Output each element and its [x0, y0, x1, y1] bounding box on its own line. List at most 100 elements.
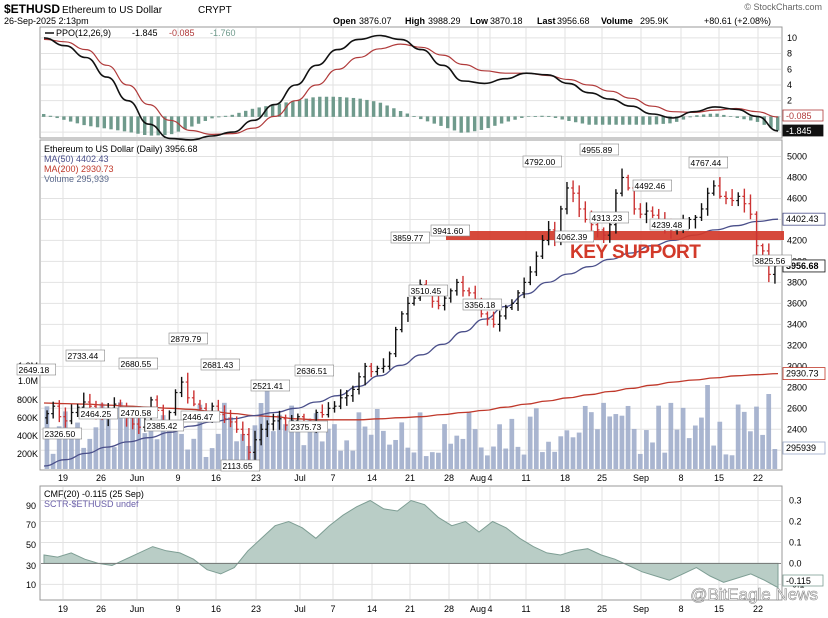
volume-bar	[118, 402, 123, 469]
ppo-histogram-bar	[304, 98, 309, 117]
ppo-histogram-bar	[506, 116, 511, 122]
price-annotation: 2464.25	[81, 409, 112, 419]
price-y-tick-label: 4800	[787, 172, 807, 182]
ppo-histogram-bar	[432, 116, 436, 124]
cmf-legend-sctr: SCTR-$ETHUSD undef	[44, 499, 139, 509]
volume-bar	[362, 426, 368, 469]
volume-bar	[99, 403, 105, 469]
ppo-histogram-bar	[567, 116, 571, 121]
cmf-panel-frame	[39, 485, 783, 601]
ppo-histogram-bar	[446, 116, 450, 129]
volume-bar	[613, 414, 619, 469]
ppo-histogram-bar	[674, 116, 679, 122]
cmf-legend: CMF(20) -0.115 (25 Sep) SCTR-$ETHUSD und…	[44, 489, 144, 509]
volume-bar	[650, 442, 655, 469]
ppo-histogram-bar	[365, 99, 369, 117]
ppo-y-tick-label: 4	[787, 80, 792, 90]
ppo-histogram-bar	[648, 116, 652, 125]
low-value: 3870.18	[490, 16, 523, 26]
volume-bar	[381, 430, 386, 469]
ppo-layer	[42, 34, 780, 141]
x-tick-label: 25	[597, 473, 607, 483]
volume-bar	[295, 432, 301, 469]
price-y-tick-label: 2400	[787, 424, 807, 434]
ppo-histogram-bar	[728, 116, 733, 117]
volume-bar	[509, 418, 515, 469]
x-tick-label-bottom: Jul	[294, 604, 306, 614]
ppo-histogram-bar	[163, 116, 167, 136]
volume-bar	[356, 412, 362, 469]
volume-bar	[705, 385, 710, 469]
x-tick-label-bottom: 9	[175, 604, 180, 614]
ppo-histogram-bar	[270, 104, 275, 117]
cmf-last-tag: -0.115	[786, 576, 811, 586]
ppo-histogram-bar	[331, 96, 335, 117]
volume-bar	[338, 450, 343, 469]
ppo-histogram-bar	[143, 116, 147, 135]
price-legend-title: Ethereum to US Dollar (Daily) 3956.68	[44, 144, 198, 154]
price-annotation: 2521.41	[253, 381, 284, 391]
price-y-tick-label: 4600	[787, 193, 807, 203]
cmf-y-tick-label: 0.0	[789, 558, 802, 568]
volume-bar	[136, 406, 142, 469]
volume-bar	[332, 424, 337, 469]
ppo-histogram-bar	[338, 96, 342, 117]
volume-bar	[93, 427, 99, 469]
price-annotation: 4492.46	[635, 181, 666, 191]
volume-bar	[631, 428, 637, 469]
ppo-histogram-bar	[776, 116, 780, 131]
volume-bar	[729, 455, 735, 469]
price-annotation-box	[390, 231, 431, 244]
volume-bar	[760, 434, 765, 469]
ppo-histogram-bar	[264, 106, 268, 117]
volume-layer	[44, 381, 778, 469]
price-annotation: 2680.55	[121, 359, 152, 369]
ppo-histogram-bar	[129, 116, 133, 133]
volume-bar	[228, 417, 233, 469]
volume-bar	[289, 405, 294, 469]
volume-bar	[674, 429, 680, 469]
ppo-signal-line	[43, 38, 779, 136]
ppo-histogram-bar	[479, 116, 484, 130]
ppo-histogram-bar	[351, 97, 356, 117]
volume-bar	[215, 433, 221, 469]
price-right-tag-box	[782, 212, 826, 226]
cmf-legend-cmf: CMF(20) -0.115 (25 Sep)	[44, 489, 144, 499]
ppo-histogram-bar	[230, 114, 234, 117]
volume-bar	[417, 412, 423, 469]
price-y-tick-label: 3800	[787, 277, 807, 287]
ppo-histogram-bar	[116, 116, 120, 131]
price-annotation-box	[589, 211, 630, 224]
ppo-histogram-bar	[749, 116, 753, 121]
x-tick-label-bottom: 16	[211, 604, 221, 614]
x-tick-label-bottom: 28	[444, 604, 454, 614]
ppo-panel-frame	[39, 26, 783, 139]
volume-bar	[472, 429, 478, 469]
ppo-histogram-bar	[769, 116, 773, 128]
x-tick-label: 7	[330, 473, 335, 483]
price-annotation: 4767.44	[691, 158, 722, 168]
ppo-histogram-bar	[701, 114, 706, 117]
price-annotation: 2375.73	[291, 422, 322, 432]
ppo-histogram-bar	[371, 101, 376, 117]
volume-bar	[154, 439, 160, 469]
ppo-histogram-bar	[621, 116, 625, 125]
price-annotation: 3859.77	[393, 233, 424, 243]
ppo-histogram-bar	[385, 105, 389, 117]
price-annotation: 2470.58	[121, 408, 152, 418]
open-label: Open	[333, 16, 356, 26]
cmf-area	[43, 499, 779, 589]
ppo-histogram-bar	[277, 103, 282, 117]
price-y-tick-label: 4200	[787, 235, 807, 245]
x-tick-label-bottom: 11	[521, 604, 530, 614]
price-annotation-box	[168, 332, 209, 345]
low-label: Low	[470, 16, 489, 26]
ppo-histogram-bar	[136, 116, 140, 134]
price-annotation-box	[462, 298, 503, 311]
price-panel-frame	[39, 139, 783, 471]
volume-bar	[62, 411, 68, 469]
x-tick-label: 26	[96, 473, 106, 483]
price-annotation: 2879.79	[171, 334, 202, 344]
price-annotation: 4313.23	[592, 213, 623, 223]
x-tick-label: 23	[251, 473, 261, 483]
